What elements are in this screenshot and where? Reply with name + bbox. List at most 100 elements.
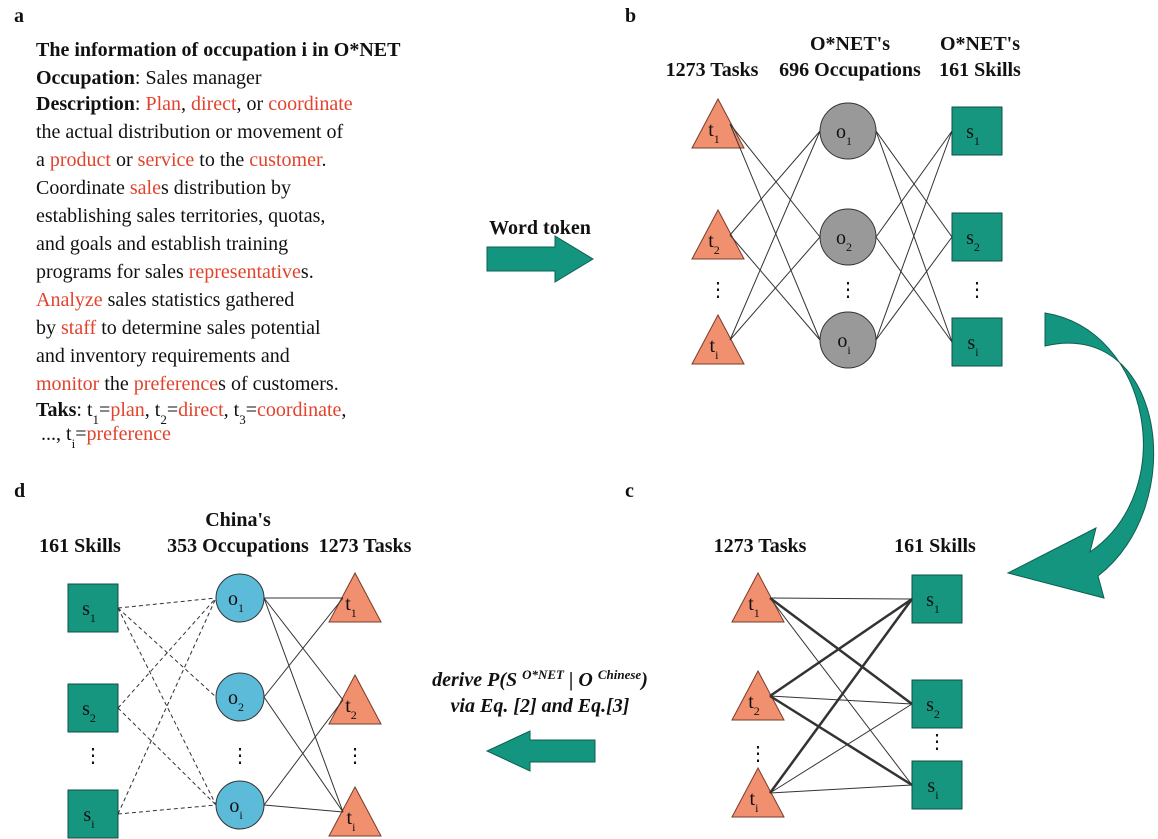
- gap-marker: ⋮: [708, 279, 728, 301]
- node-letter: s: [967, 332, 975, 354]
- node-letter: t: [345, 593, 351, 615]
- column-header: 161 Skills: [39, 535, 121, 557]
- subscript: i: [72, 436, 76, 451]
- subscript: i: [935, 788, 939, 802]
- text-segment: ,: [341, 399, 346, 421]
- arrow: [485, 730, 596, 772]
- arrow-label: Word token: [489, 217, 591, 239]
- edge: [769, 703, 913, 794]
- skill-node: [951, 317, 1003, 367]
- text-segment: :: [135, 93, 146, 115]
- edge: [117, 597, 217, 815]
- skill-node: [951, 106, 1003, 156]
- subscript: 1: [974, 134, 980, 148]
- edge: [263, 597, 344, 813]
- node-letter: o: [228, 588, 238, 610]
- subscript: 2: [754, 704, 760, 718]
- edge: [768, 598, 914, 794]
- column-header: 353 Occupations: [167, 535, 309, 557]
- node-label: oi: [229, 795, 243, 822]
- text-segment: =: [99, 399, 110, 421]
- subscript: 2: [934, 707, 940, 721]
- text-segment: ,: [181, 93, 191, 115]
- gap-marker: ⋮: [927, 731, 947, 753]
- node-letter: s: [926, 694, 934, 716]
- node-label: ti: [710, 335, 720, 362]
- description-line: establishing sales territories, quotas,: [36, 205, 325, 227]
- edge: [875, 130, 953, 238]
- curved-arrow: [1006, 312, 1155, 599]
- panel-label: a: [14, 5, 24, 27]
- edge: [729, 130, 821, 236]
- text-segment: direct: [178, 399, 224, 421]
- column-header: O*NET's: [940, 33, 1020, 55]
- subscript: 2: [238, 700, 244, 714]
- text-segment: representative: [189, 261, 301, 283]
- column-header: China's: [205, 509, 271, 531]
- skill-node: [67, 683, 119, 733]
- node-label: o2: [836, 227, 852, 254]
- column-header: 696 Occupations: [779, 59, 921, 81]
- text-segment: .: [322, 149, 327, 171]
- subscript: 1: [714, 132, 720, 146]
- edge: [769, 784, 913, 794]
- node-label: oi: [837, 330, 851, 357]
- description-line: and goals and establish training: [36, 233, 288, 255]
- node-label: si: [967, 332, 979, 359]
- description-line: by staff to determine sales potential: [36, 317, 321, 339]
- text-segment: the actual distribution or movement of: [36, 121, 343, 143]
- text-segment: coordinate: [257, 399, 342, 421]
- text-segment: sales statistics gathered: [103, 289, 295, 311]
- text-segment: | O: [564, 669, 598, 691]
- text-segment: the: [99, 373, 133, 395]
- node-label: s2: [82, 698, 96, 725]
- subscript: i: [715, 348, 719, 362]
- node-letter: o: [229, 795, 239, 817]
- tasks-line: ..., ti=preference: [36, 423, 171, 451]
- panel-label: b: [625, 5, 636, 27]
- field-key: Taks: [36, 399, 77, 421]
- node-letter: s: [926, 589, 934, 611]
- text-segment: coordinate: [268, 93, 353, 115]
- subscript: i: [847, 343, 851, 357]
- node-letter: t: [347, 807, 353, 829]
- node-letter: t: [708, 119, 714, 141]
- edge: [117, 804, 217, 815]
- text-segment: preference: [86, 423, 170, 445]
- subscript: 2: [714, 243, 720, 257]
- text-segment: Analyze: [36, 289, 103, 311]
- text-segment: preference: [134, 373, 218, 395]
- edge: [729, 123, 821, 341]
- text-segment: staff: [61, 317, 97, 339]
- text-segment: monitor: [36, 373, 100, 395]
- edge: [729, 130, 821, 341]
- description-line: and inventory requirements and: [36, 345, 290, 367]
- description-line: programs for sales representatives.: [36, 261, 314, 283]
- node-label: t1: [748, 593, 760, 620]
- superscript: Chinese: [598, 667, 642, 682]
- node-label: s2: [926, 694, 940, 721]
- text-segment: =: [246, 399, 257, 421]
- subscript: 1: [93, 412, 100, 427]
- subscript: 1: [238, 601, 244, 615]
- subscript: 1: [351, 606, 357, 620]
- subscript: 1: [934, 602, 940, 616]
- arrow: [486, 235, 594, 283]
- node-label: si: [927, 775, 939, 802]
- subscript: i: [91, 817, 95, 831]
- skill-node: [67, 583, 119, 633]
- edge: [769, 695, 913, 705]
- edge: [263, 804, 344, 813]
- text-segment: , t: [224, 399, 240, 421]
- description-line: Coordinate sales distribution by: [36, 177, 291, 199]
- node-label: si: [83, 804, 95, 831]
- subscript: 2: [846, 240, 852, 254]
- node-letter: o: [836, 121, 846, 143]
- occupation-node: [819, 311, 877, 369]
- node-letter: t: [748, 691, 754, 713]
- subscript: 3: [239, 412, 246, 427]
- node-letter: t: [710, 335, 716, 357]
- edge: [117, 707, 217, 806]
- edge: [769, 597, 913, 786]
- text-segment: Coordinate: [36, 177, 130, 199]
